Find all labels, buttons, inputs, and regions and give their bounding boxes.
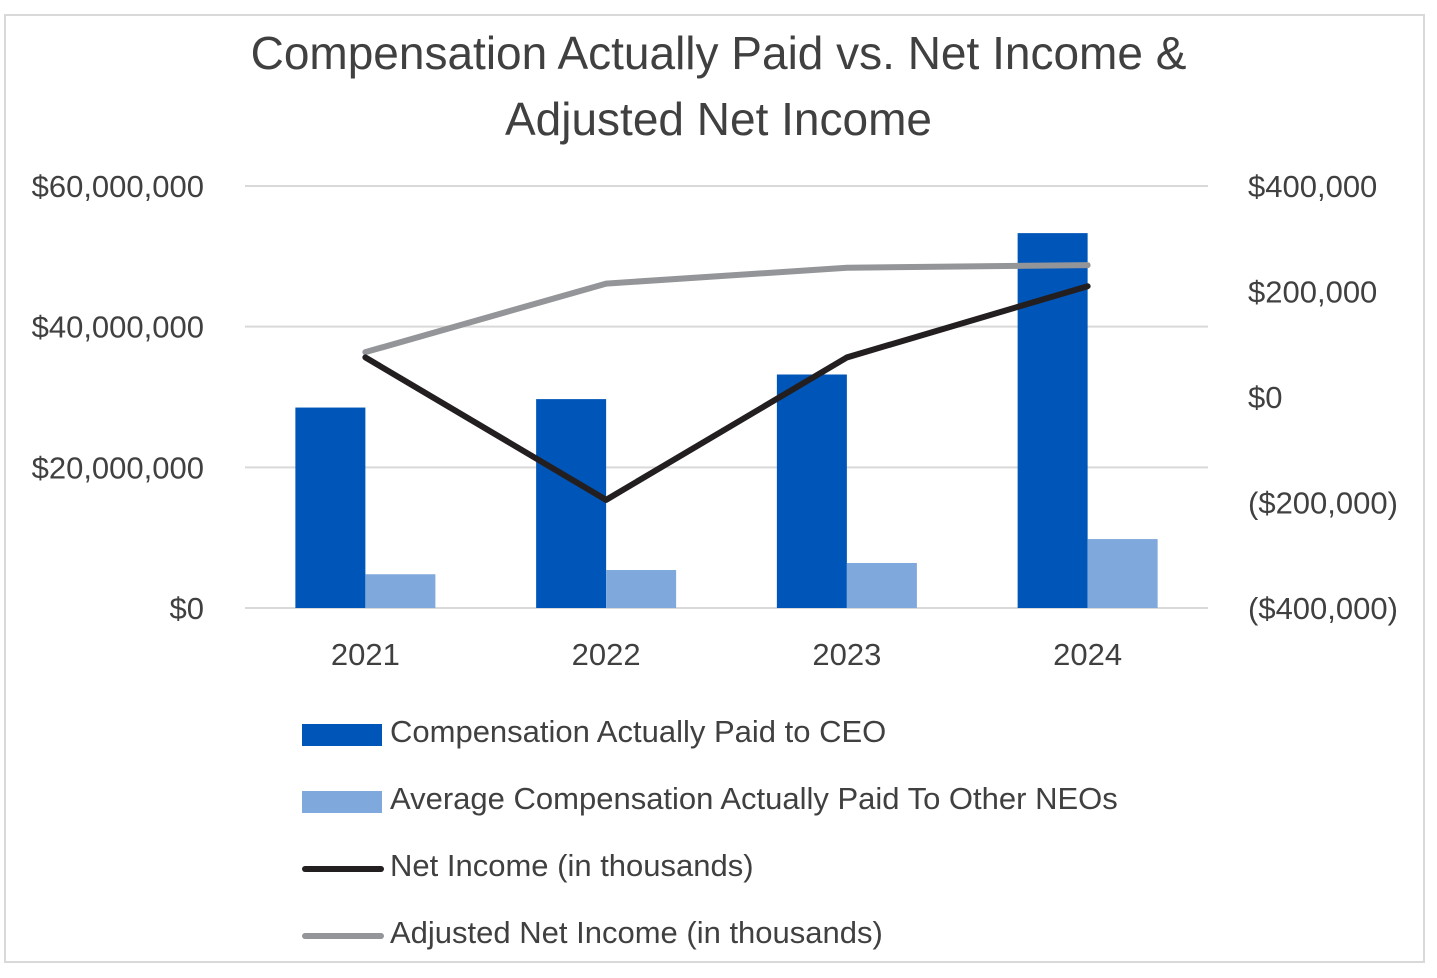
- bar: [365, 574, 436, 608]
- y-left-tick-label: $60,000,000: [32, 169, 204, 204]
- bar: [606, 570, 677, 608]
- chart-legend: Compensation Actually Paid to CEO Averag…: [302, 710, 1302, 978]
- x-tick-label: 2023: [812, 637, 881, 672]
- series-line: [362, 262, 1091, 356]
- legend-swatch-ceo: [302, 724, 382, 746]
- chart-frame: [4, 14, 1425, 963]
- y-right-tick-label: ($400,000): [1248, 591, 1398, 626]
- x-tick-label: 2021: [331, 637, 400, 672]
- chart-title-line-2: Adjusted Net Income: [504, 93, 932, 145]
- legend-label-ceo: Compensation Actually Paid to CEO: [390, 714, 887, 749]
- legend-item-neos: Average Compensation Actually Paid To Ot…: [302, 777, 1302, 844]
- bar: [536, 399, 607, 608]
- bar: [846, 562, 917, 608]
- y-right-tick-label: $400,000: [1248, 169, 1377, 204]
- legend-item-net-income: Net Income (in thousands): [302, 844, 1302, 911]
- series-line: [362, 283, 1091, 503]
- legend-swatch-neos: [302, 791, 382, 813]
- chart-title-line-1: Compensation Actually Paid vs. Net Incom…: [250, 27, 1187, 79]
- bar: [1087, 539, 1158, 608]
- legend-label-neos: Average Compensation Actually Paid To Ot…: [390, 781, 1118, 816]
- legend-swatch-net-income: [302, 866, 384, 872]
- y-right-tick-label: $200,000: [1248, 275, 1377, 310]
- legend-label-net-income: Net Income (in thousands): [390, 848, 754, 883]
- legend-label-adjusted-net-income: Adjusted Net Income (in thousands): [390, 915, 883, 950]
- legend-item-adjusted-net-income: Adjusted Net Income (in thousands): [302, 911, 1302, 978]
- legend-item-ceo: Compensation Actually Paid to CEO: [302, 710, 1302, 777]
- bar: [776, 374, 847, 608]
- x-tick-label: 2022: [572, 637, 641, 672]
- y-left-tick-label: $20,000,000: [32, 450, 204, 485]
- y-left-tick-label: $0: [170, 591, 204, 626]
- y-right-tick-label: ($200,000): [1248, 486, 1398, 521]
- bar: [295, 407, 366, 608]
- y-right-tick-label: $0: [1248, 380, 1282, 415]
- y-left-tick-label: $40,000,000: [32, 310, 204, 345]
- x-tick-label: 2024: [1053, 637, 1122, 672]
- legend-swatch-adjusted-net-income: [302, 933, 384, 939]
